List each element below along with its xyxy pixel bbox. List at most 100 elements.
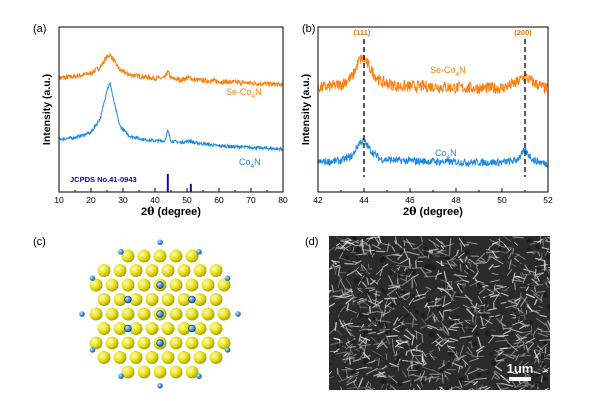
sem-fiber: [329, 327, 336, 334]
large-atom: [129, 293, 143, 306]
sem-fiber: [446, 258, 456, 262]
sem-fiber: [545, 357, 550, 360]
sem-fiber: [524, 381, 534, 388]
sem-fiber: [382, 243, 392, 246]
small-atom: [157, 382, 163, 389]
sem-fiber: [358, 333, 362, 342]
sem-fiber: [450, 280, 453, 289]
large-atom: [185, 365, 199, 379]
sem-fiber: [502, 327, 513, 330]
sem-shadow: [489, 352, 494, 357]
sem-fiber: [547, 236, 550, 239]
sem-fiber: [377, 236, 382, 244]
sem-shadow: [399, 287, 402, 291]
sem-fiber: [344, 352, 350, 364]
sem-fiber: [534, 352, 540, 359]
sem-fiber: [537, 332, 549, 338]
small-atom: [89, 347, 96, 353]
sem-fiber: [468, 258, 479, 267]
sem-shadow: [486, 249, 489, 253]
sem-fiber: [430, 249, 434, 253]
sem-fiber: [444, 338, 450, 341]
sem-fiber: [542, 238, 545, 249]
sem-fiber: [491, 329, 496, 332]
sem-fiber: [346, 303, 350, 312]
sem-fiber: [531, 278, 539, 286]
sem-fiber: [384, 301, 392, 309]
sem-shadow: [486, 301, 489, 304]
sem-fiber: [533, 371, 541, 375]
sem-fiber: [535, 311, 540, 315]
panel-label-d: (d): [305, 236, 318, 248]
sem-fiber: [329, 326, 330, 328]
sem-fiber: [343, 353, 348, 357]
sem-shadow: [430, 309, 433, 312]
sem-fiber: [346, 308, 358, 314]
y-axis-label: Intensity (a.u.): [300, 74, 312, 145]
sem-fiber: [361, 281, 367, 288]
sem-fiber: [538, 305, 544, 309]
sem-fiber: [515, 345, 521, 349]
sem-fiber: [377, 358, 380, 367]
sem-fiber: [329, 376, 335, 379]
sem-fiber: [513, 341, 521, 345]
sem-shadow: [373, 317, 376, 321]
large-atom: [145, 322, 159, 335]
sem-fiber: [339, 323, 348, 325]
sem-fiber: [333, 337, 341, 341]
large-atom: [169, 249, 183, 263]
sem-shadow: [365, 315, 368, 319]
small-atom: [79, 311, 85, 317]
sem-fiber: [358, 328, 367, 332]
sem-fiber: [397, 250, 406, 260]
sem-fiber: [394, 240, 397, 245]
large-atom: [129, 322, 143, 335]
sem-fiber: [350, 317, 353, 322]
sem-fiber: [377, 331, 385, 335]
sem-fiber: [411, 333, 416, 338]
sem-shadow: [415, 310, 419, 314]
sem-fiber: [530, 309, 540, 314]
sem-fiber: [424, 302, 428, 308]
sem-fiber: [344, 240, 355, 246]
sem-shadow: [385, 384, 391, 390]
small-atom: [124, 324, 132, 333]
large-atom: [169, 307, 183, 321]
large-atom: [89, 278, 103, 292]
sem-fiber: [500, 301, 507, 304]
sem-fiber: [371, 253, 375, 258]
sem-shadow: [347, 270, 351, 274]
sem-shadow: [527, 238, 533, 244]
sem-fiber: [488, 315, 494, 318]
sem-fiber: [385, 253, 400, 257]
sem-fiber: [413, 296, 426, 302]
sem-shadow: [490, 247, 494, 250]
small-atom: [188, 324, 196, 333]
sem-fiber: [450, 264, 456, 267]
sem-shadow: [536, 264, 542, 270]
sem-fiber: [524, 337, 536, 344]
large-atom: [185, 336, 199, 350]
sem-fiber: [347, 331, 352, 337]
sem-fiber: [343, 294, 353, 298]
sem-fiber: [520, 296, 530, 306]
sem-fiber: [358, 377, 364, 388]
sem-fiber: [381, 382, 385, 389]
small-atom: [156, 281, 164, 289]
sem-fiber: [491, 250, 498, 259]
panel-c-crystal-structure: (c): [33, 236, 241, 389]
panel-label-b: (b): [302, 23, 315, 35]
sem-fiber: [354, 244, 363, 247]
sem-fiber: [412, 348, 424, 353]
large-atom: [177, 264, 191, 277]
series-line-co4n: [317, 137, 549, 168]
sem-fiber: [466, 308, 475, 317]
sem-fiber: [538, 339, 550, 342]
sem-shadow: [399, 250, 404, 255]
sem-shadow: [527, 247, 531, 251]
sem-fiber: [329, 311, 331, 314]
sem-fiber: [399, 257, 411, 264]
sem-texture: [329, 236, 550, 390]
sem-shadow: [422, 380, 427, 384]
